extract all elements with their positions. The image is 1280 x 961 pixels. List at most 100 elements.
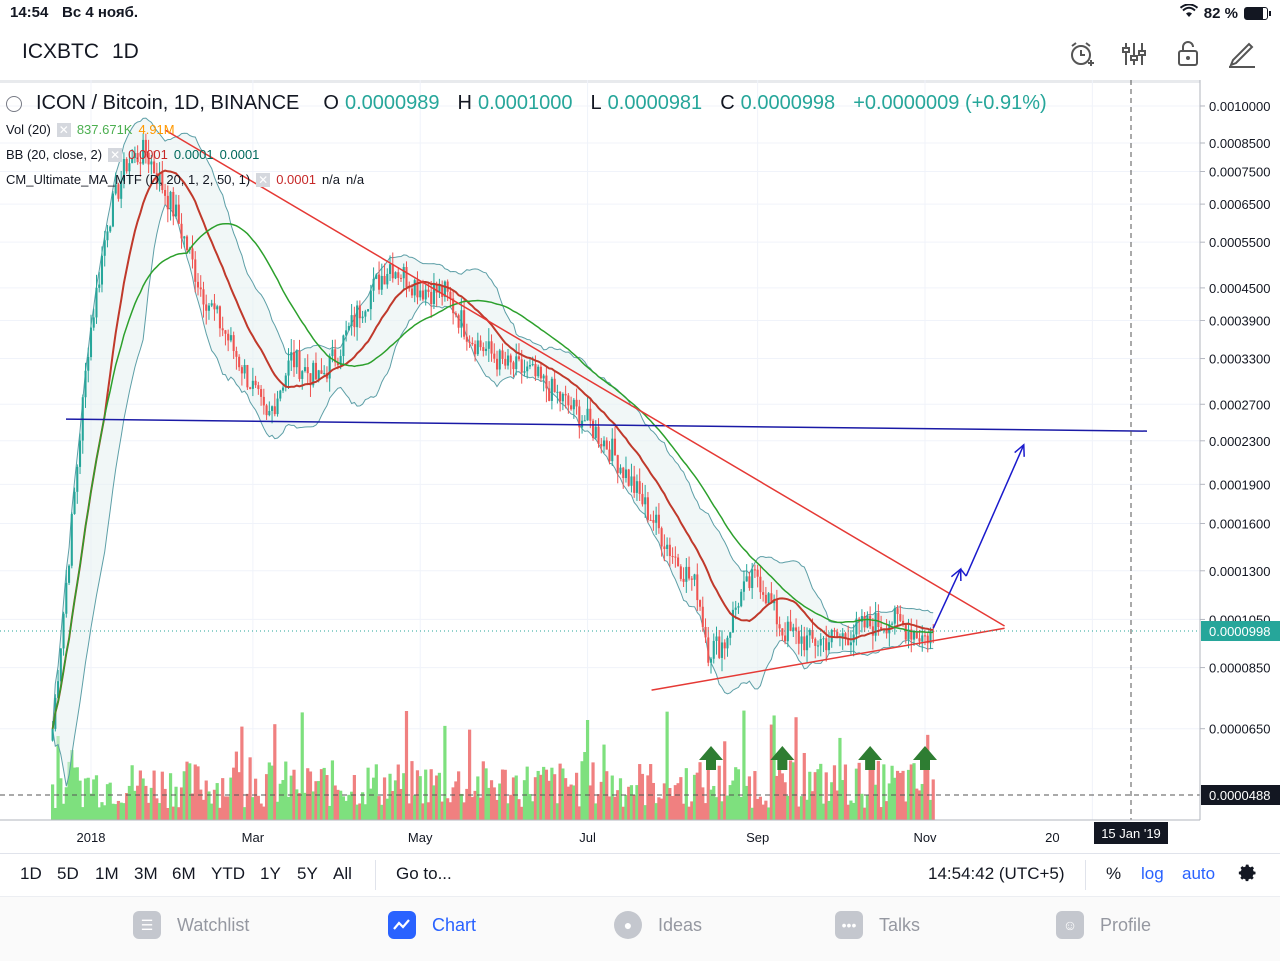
- chart-drawings: [0, 80, 1200, 820]
- candle: [98, 284, 101, 288]
- candle: [372, 278, 375, 291]
- percent-toggle[interactable]: %: [1106, 864, 1122, 883]
- volume-bar: [566, 786, 570, 820]
- candle: [652, 520, 655, 523]
- clock-timezone[interactable]: 14:54:42 (UTC+5): [928, 864, 1065, 883]
- volume-bar: [602, 744, 606, 820]
- volume-bar: [53, 807, 57, 820]
- up-arrow-marker: [858, 746, 883, 770]
- volume-bar: [234, 751, 239, 820]
- candle: [367, 309, 370, 312]
- candle: [490, 341, 493, 354]
- volume-bar: [854, 768, 859, 820]
- legend-cm-row[interactable]: CM_Ultimate_MA_MTF (D, 20, 1, 2, 50, 1) …: [6, 172, 364, 187]
- volume-bar: [868, 769, 872, 820]
- tab-profile[interactable]: ☺ Profile: [1056, 911, 1151, 939]
- drawing-tools-icon[interactable]: [1224, 36, 1260, 72]
- volume-bar: [673, 785, 677, 820]
- volume-bar: [484, 768, 488, 820]
- timeframe-5d[interactable]: 5D: [57, 864, 79, 883]
- volume-bar: [221, 778, 225, 820]
- candle: [161, 172, 164, 191]
- lock-icon[interactable]: [1170, 36, 1206, 72]
- timeframe-ytd[interactable]: YTD: [211, 864, 245, 883]
- volume-bar: [884, 801, 889, 820]
- candle: [402, 266, 405, 279]
- timeframe-6m[interactable]: 6M: [172, 864, 196, 883]
- volume-bar: [182, 771, 186, 820]
- candle: [353, 315, 356, 328]
- candle: [863, 615, 866, 628]
- timeframe-1y[interactable]: 1Y: [260, 864, 281, 883]
- candle: [550, 378, 553, 401]
- candle: [663, 546, 666, 549]
- symbol-name[interactable]: ICXBTC: [22, 40, 100, 63]
- legend-bb-row[interactable]: BB (20, close, 2) ✕ 0.0001 0.0001 0.0001: [6, 147, 259, 162]
- candle: [380, 275, 383, 290]
- candle: [128, 163, 131, 172]
- volume-bar: [810, 791, 815, 820]
- candle: [257, 385, 260, 390]
- eye-icon[interactable]: [6, 95, 22, 112]
- volume-bar: [226, 796, 230, 820]
- auto-toggle[interactable]: auto: [1182, 864, 1216, 883]
- gear-icon[interactable]: [1238, 862, 1258, 889]
- legend-main-row: ICON / Bitcoin, 1D, BINANCE O 0.0000989 …: [6, 92, 1059, 115]
- candle: [240, 367, 243, 374]
- log-toggle[interactable]: log: [1141, 864, 1164, 883]
- volume-bar: [717, 765, 721, 820]
- volume-bar: [544, 769, 549, 820]
- bollinger-lower-band: [52, 203, 934, 787]
- candle: [548, 388, 551, 401]
- tab-watchlist[interactable]: ☰ Watchlist: [133, 911, 249, 939]
- tab-ideas[interactable]: ● Ideas: [614, 911, 702, 939]
- volume-bar: [130, 765, 134, 820]
- volume-bar: [500, 769, 505, 820]
- close-icon[interactable]: ✕: [108, 147, 123, 162]
- candle: [627, 469, 630, 486]
- chart-canvas[interactable]: 0.0010000 0.0008500 0.0007500 0.0006500 0.00…: [0, 80, 1280, 852]
- candle: [185, 236, 189, 251]
- price-tick-label: 0.0003900: [1209, 313, 1270, 328]
- indicators-icon[interactable]: [1116, 36, 1152, 72]
- volume-bar: [404, 711, 409, 820]
- candle: [715, 636, 718, 641]
- candle: [778, 624, 781, 629]
- candle: [745, 576, 748, 582]
- price-tick-label: 0.0001600: [1209, 516, 1270, 531]
- timeframe-all[interactable]: All: [333, 864, 352, 883]
- current-price-label: 0.0000998: [1209, 624, 1270, 639]
- alarm-clock-icon[interactable]: [1064, 36, 1100, 72]
- candle: [762, 592, 765, 595]
- candle: [271, 406, 274, 411]
- tab-chart[interactable]: Chart: [388, 911, 476, 939]
- goto-button[interactable]: Go to...: [396, 864, 452, 883]
- tab-talks[interactable]: ••• Talks: [835, 911, 920, 939]
- timeframe-1m[interactable]: 1M: [95, 864, 119, 883]
- candle: [213, 303, 216, 310]
- volume-bar: [681, 803, 686, 820]
- candle: [218, 306, 221, 329]
- candle: [564, 393, 567, 396]
- volume-bar: [100, 802, 104, 820]
- close-icon[interactable]: ✕: [56, 122, 71, 137]
- volume-bar: [457, 771, 461, 820]
- volume-bar: [308, 771, 313, 820]
- timeframe-3m[interactable]: 3M: [134, 864, 158, 883]
- candle: [238, 356, 241, 368]
- close-icon[interactable]: ✕: [256, 172, 271, 187]
- volume-bar: [393, 780, 398, 820]
- candle: [918, 638, 921, 642]
- candle: [369, 290, 372, 310]
- candle: [597, 426, 600, 444]
- legend-volume-row[interactable]: Vol (20) ✕ 837.671K 4.91M: [6, 122, 175, 137]
- volume-bar: [539, 774, 543, 820]
- timeframe-1d[interactable]: 1D: [20, 864, 42, 883]
- candle: [753, 569, 756, 571]
- candle: [495, 358, 499, 370]
- candle: [668, 544, 671, 557]
- timeframe-5y[interactable]: 5Y: [297, 864, 318, 883]
- volume-bar: [67, 761, 71, 820]
- chart-toolbar: ICXBTC 1D: [0, 26, 1280, 83]
- interval-selector[interactable]: 1D: [112, 40, 139, 63]
